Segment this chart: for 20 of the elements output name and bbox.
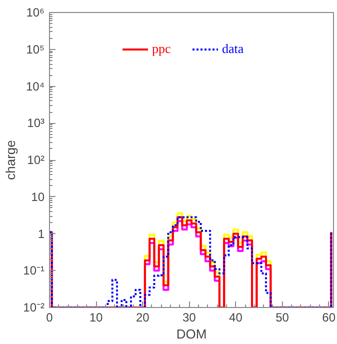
x-tick-label: 60	[322, 310, 336, 324]
y-tick-label: 10⁵	[26, 42, 45, 56]
x-tick-label: 40	[229, 310, 243, 324]
y-tick-label: 10	[31, 190, 45, 204]
y-tick-label: 10⁶	[26, 6, 45, 20]
x-tick-label: 0	[46, 310, 54, 324]
x-tick-label: 30	[182, 310, 196, 324]
x-axis-title: DOM	[176, 326, 207, 342]
y-tick-label: 10⁴	[26, 79, 45, 94]
legend-label: data	[222, 41, 244, 57]
y-tick-label: 10³	[27, 116, 45, 130]
x-tick-label: 20	[136, 310, 150, 324]
y-tick-label: 10⁻¹	[23, 264, 45, 278]
y-axis-title: charge	[3, 140, 18, 180]
y-tick-label: 10²	[27, 153, 45, 167]
y-tick-label: 1	[38, 226, 45, 241]
x-tick-label: 50	[276, 310, 290, 324]
y-tick-label: 10⁻²	[23, 300, 45, 314]
legend-label: ppc	[152, 41, 172, 57]
x-tick-label: 10	[89, 310, 104, 324]
